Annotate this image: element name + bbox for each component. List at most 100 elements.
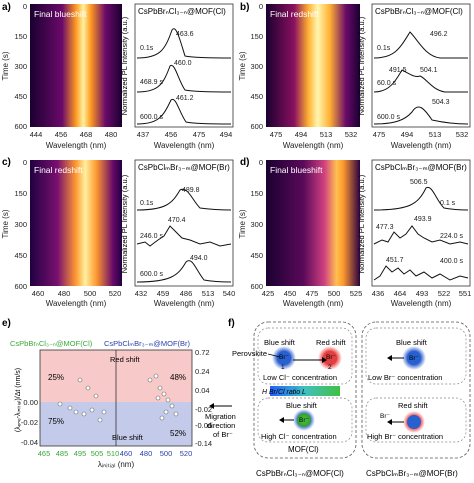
panel-b-heatmap-title: Final redshift [270, 9, 319, 19]
panel-f-letter: f) [228, 318, 235, 329]
xtick: 500 [84, 289, 97, 298]
panel-e-blue-label: Blue shift [112, 433, 144, 442]
data-point [89, 407, 95, 413]
xtick: 494 [295, 130, 308, 139]
xtick: 450 [284, 289, 297, 298]
xtick: 475 [306, 289, 319, 298]
trace-time: 0.1s [140, 45, 154, 52]
panel-d-xlabel: Wavelength (nm) [283, 299, 344, 308]
trace-peak: 489.8 [182, 187, 200, 194]
panel-b-ylabel: Time (s) [238, 51, 247, 80]
panel-a-trace-2 [136, 64, 232, 93]
trace-time: 246.0 s [140, 233, 163, 240]
panel-c-heat-xticks: 460 480 500 520 [32, 289, 122, 298]
panel-a-spec-xlabel: Wavelength (nm) [154, 141, 215, 150]
ytick: -0.02 [195, 405, 212, 414]
arrow-head-icon [279, 417, 284, 423]
xtick: 493 [416, 289, 429, 298]
xtick: 456 [55, 130, 68, 139]
ytick: 600 [250, 282, 263, 291]
box1-blue-label: Blue shift [264, 338, 296, 347]
ytick: 0.04 [195, 386, 210, 395]
trace-time: 224.0 s [440, 233, 463, 240]
panel-a-pl-ylabel: Normalized PL Intensity (a.u.) [120, 16, 129, 115]
xtick: 480 [105, 130, 118, 139]
mof-cl-label: MOF(Cl) [288, 445, 319, 454]
xtick: 485 [56, 449, 69, 458]
panel-c-heatmap [30, 160, 122, 286]
xtick: 540 [223, 289, 236, 298]
box4-red-label: Red shift [398, 401, 429, 410]
panel-c-spec-xticks: 432 459 486 513 540 [135, 289, 236, 298]
xtick: 522 [438, 289, 451, 298]
data-point [67, 405, 73, 411]
xtick: 460 [32, 289, 45, 298]
trace-peak: 493.9 [414, 216, 432, 223]
trace-peak: 494.0 [190, 255, 208, 262]
data-point [147, 377, 153, 383]
xtick: 425 [262, 289, 275, 298]
arrow-head-icon [387, 419, 392, 425]
ytick: 450 [14, 251, 27, 260]
trace-peak: 463.6 [176, 31, 194, 38]
panel-b-trace-2 [373, 69, 468, 93]
panel-c-spec-xlabel: Wavelength (nm) [154, 299, 215, 308]
panel-d-spec-xticks: 436 464 493 522 551 [372, 289, 472, 298]
data-point [165, 397, 171, 403]
ytick: 600 [14, 122, 27, 131]
box1-ion1: Br⁻ [279, 354, 290, 361]
panel-c-heatmap-title: Final redshift [34, 165, 83, 175]
panel-a-spectra-frame [134, 3, 234, 128]
trace-peak: 496.2 [430, 31, 448, 38]
xtick: 436 [372, 289, 385, 298]
panel-e-ylabel: (λₑₙₑ-λᵢₙᵢₜᵢₐₗ)/Δt (nm/s) [15, 368, 22, 432]
panel-d-heatmap-title: Final blueshift [270, 165, 323, 175]
panel-a-xlabel: Wavelength (nm) [46, 141, 107, 150]
caption-left: CsPbBrₙCl₃₋ₙ@MOF(Cl) [256, 469, 344, 478]
panel-c-trace-2 [136, 225, 232, 247]
box-low-cl [257, 327, 353, 385]
panel-e-title-right: CsPbClₘBr₃₋ₘ@MOF(Br) [104, 339, 191, 348]
arrow-head-icon [387, 355, 392, 361]
trace-time: 600.0 s [140, 271, 163, 278]
data-point [173, 411, 179, 417]
box3-blue-label: Blue shift [396, 338, 428, 347]
trace-time: 0.1s [140, 200, 154, 207]
xtick: 513 [320, 130, 333, 139]
perovskite-label: Perovskite [232, 349, 267, 358]
trace-time: 0.1s [377, 45, 391, 52]
xtick: 551 [459, 289, 472, 298]
trace-peak: 504.3 [432, 99, 450, 106]
mof-br-outline [361, 321, 471, 459]
xtick: 437 [137, 130, 150, 139]
mof-cl-outline [253, 321, 357, 459]
trace-time: 0.1 s [440, 200, 456, 207]
xtick: 464 [394, 289, 407, 298]
trace-peak: 460.0 [174, 60, 192, 67]
panel-d-trace-3 [373, 265, 469, 281]
data-point [163, 409, 169, 415]
panel-a-trace-1 [136, 28, 232, 59]
panel-a-heat-yticks: 0 150 300 450 600 [14, 2, 27, 131]
panel-b-trace-3 [373, 106, 469, 125]
box1-red-label: Red shift [316, 338, 347, 347]
xtick: 505 [91, 449, 104, 458]
panel-c-trace-3 [136, 260, 232, 283]
data-point [155, 395, 161, 401]
ytick: 300 [14, 220, 27, 229]
panel-d-pl-ylabel: Normalized PL Intensity (a.u.) [357, 174, 366, 273]
blue-sphere [407, 351, 421, 365]
blue-sphere [407, 415, 421, 429]
trace-peak: 470.4 [168, 217, 186, 224]
panel-d-trace-1 [373, 186, 469, 211]
data-point [85, 385, 91, 391]
panel-e-right-yticks: 0.72 0.24 0.04 -0.02 -0.06 -0.14 [195, 348, 212, 448]
panel-a-ylabel: Time (s) [1, 51, 10, 80]
ytick: 0.00 [23, 398, 38, 407]
data-point [77, 377, 83, 383]
xtick: 532 [456, 130, 469, 139]
panel-c-trace-1 [136, 188, 232, 211]
trace-peak2: 477.3 [376, 224, 394, 231]
data-point [161, 391, 167, 397]
panel-e-pct-br: 52% [170, 429, 186, 438]
